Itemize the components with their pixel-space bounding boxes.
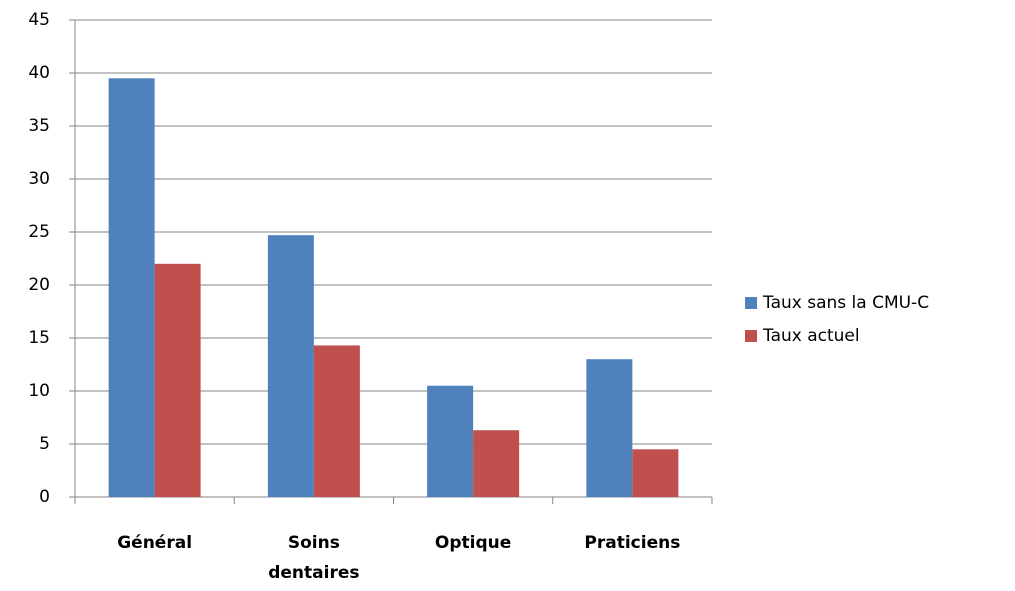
y-tick-label: 10 xyxy=(28,381,50,401)
y-tick-label: 0 xyxy=(39,487,50,507)
y-tick-label: 30 xyxy=(28,169,50,189)
x-tick-label: Soins dentaires xyxy=(268,533,360,583)
y-tick-label: 5 xyxy=(39,434,50,454)
bar xyxy=(427,385,474,497)
bar xyxy=(108,78,155,498)
bar xyxy=(267,235,314,497)
x-tick-label: Praticiens xyxy=(584,533,681,553)
y-tick-label: 45 xyxy=(28,10,50,30)
bar xyxy=(473,430,520,497)
x-tick-label: Général xyxy=(117,533,193,553)
y-tick-label: 25 xyxy=(28,222,50,242)
x-tick-label: Optique xyxy=(434,533,512,553)
y-tick-label: 40 xyxy=(28,63,50,83)
bar xyxy=(586,359,633,497)
bar xyxy=(632,449,679,497)
y-tick-label: 20 xyxy=(28,275,50,295)
legend-label: Taux sans la CMU-C xyxy=(762,293,929,313)
y-tick-label: 35 xyxy=(28,116,50,136)
y-tick-label: 15 xyxy=(28,328,50,348)
legend-swatch xyxy=(745,330,757,342)
bar xyxy=(313,345,360,497)
legend-swatch xyxy=(745,297,757,309)
legend-label: Taux actuel xyxy=(762,326,860,346)
bar xyxy=(154,263,201,497)
